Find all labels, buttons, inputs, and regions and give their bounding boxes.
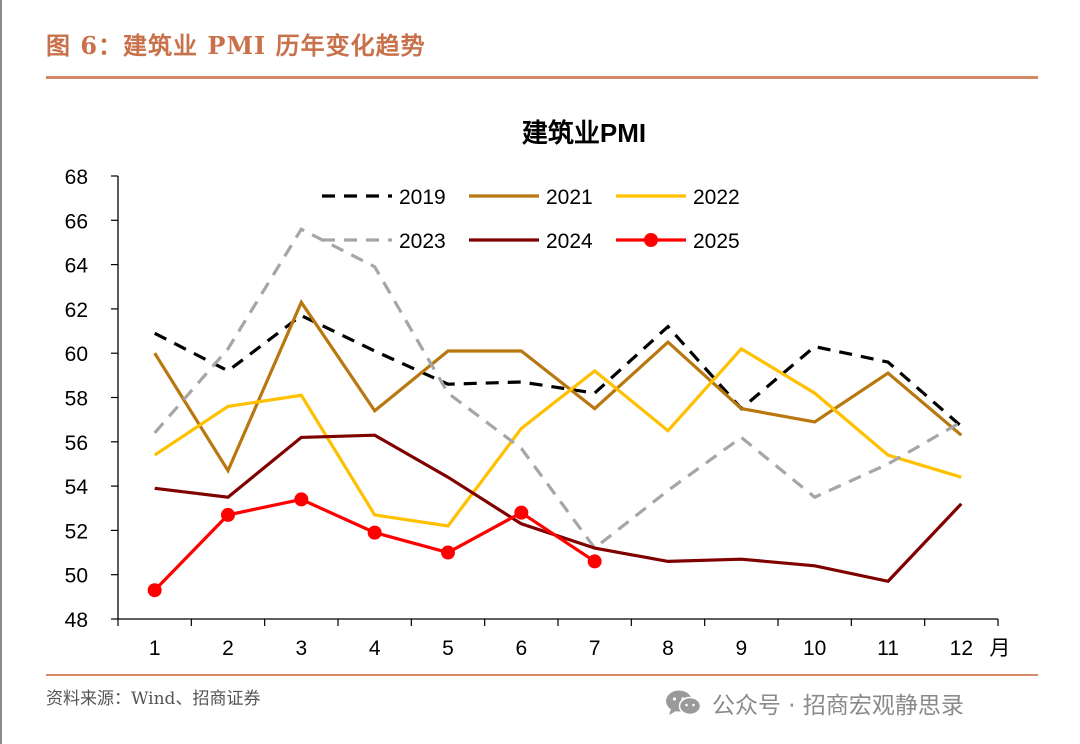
legend-label: 2023 xyxy=(399,230,446,253)
x-tick-label: 7 xyxy=(589,637,601,660)
x-tick-label: 9 xyxy=(735,637,747,660)
x-tick-label: 2 xyxy=(222,637,234,660)
legend-label: 2024 xyxy=(546,230,593,253)
data-point-2025 xyxy=(147,583,162,598)
y-tick-label: 52 xyxy=(65,520,88,543)
x-axis-unit-label: 月 xyxy=(989,637,1010,660)
source-note: 资料来源：Wind、招商证券 xyxy=(46,689,261,709)
data-point-2025 xyxy=(587,554,602,569)
legend-item-2024: 2024 xyxy=(469,230,593,253)
y-tick-label: 60 xyxy=(65,343,88,366)
watermark-text: 公众号 · 招商宏观静思录 xyxy=(712,693,964,719)
y-tick-label: 54 xyxy=(65,476,89,499)
legend-item-2021: 2021 xyxy=(469,186,593,209)
series-line-2019 xyxy=(153,313,963,428)
x-tick-label: 6 xyxy=(515,637,527,660)
legend-item-2023: 2023 xyxy=(322,230,446,253)
x-tick-label: 11 xyxy=(877,637,899,660)
legend-label: 2025 xyxy=(693,230,740,253)
figure-title: 图 6：建筑业 PMI 历年变化趋势 xyxy=(46,31,426,60)
x-tick-label: 12 xyxy=(950,637,973,660)
series-line-2022 xyxy=(153,346,962,528)
legend-label: 2022 xyxy=(693,186,740,209)
x-tick-label: 10 xyxy=(803,637,826,660)
legend-item-2022: 2022 xyxy=(616,186,740,209)
series-line-2021 xyxy=(153,298,963,475)
y-tick-label: 58 xyxy=(65,388,88,411)
watermark: 公众号 · 招商宏观静思录 xyxy=(664,686,964,720)
x-tick-label: 3 xyxy=(295,637,307,660)
y-tick-label: 62 xyxy=(65,299,88,322)
wechat-icon xyxy=(666,690,702,716)
x-tick-label: 1 xyxy=(149,637,161,660)
chart-title: 建筑业PMI xyxy=(522,118,646,148)
data-point-2025 xyxy=(367,525,382,540)
y-tick-label: 48 xyxy=(65,609,88,632)
data-point-2025 xyxy=(294,492,309,507)
data-point-2025 xyxy=(221,507,235,522)
series-line-2023 xyxy=(153,227,963,551)
legend-marker xyxy=(644,233,658,247)
data-point-2025 xyxy=(514,505,529,520)
legend-item-2025: 2025 xyxy=(616,230,740,253)
data-point-2025 xyxy=(441,545,455,560)
x-tick-label: 5 xyxy=(442,637,454,660)
y-tick-label: 66 xyxy=(65,210,88,233)
y-tick-label: 56 xyxy=(65,432,88,455)
x-tick-label: 8 xyxy=(662,637,674,660)
series-line-2024 xyxy=(154,433,963,584)
left-border xyxy=(0,0,2,744)
legend-item-2019: 2019 xyxy=(322,186,446,209)
x-tick-label: 4 xyxy=(369,637,381,660)
legend-label: 2021 xyxy=(546,186,593,209)
y-tick-label: 64 xyxy=(65,255,89,278)
y-tick-label: 50 xyxy=(65,565,88,588)
footer-divider xyxy=(46,674,1038,676)
legend-label: 2019 xyxy=(399,186,446,209)
y-tick-label: 68 xyxy=(65,166,88,189)
title-divider xyxy=(46,76,1038,79)
